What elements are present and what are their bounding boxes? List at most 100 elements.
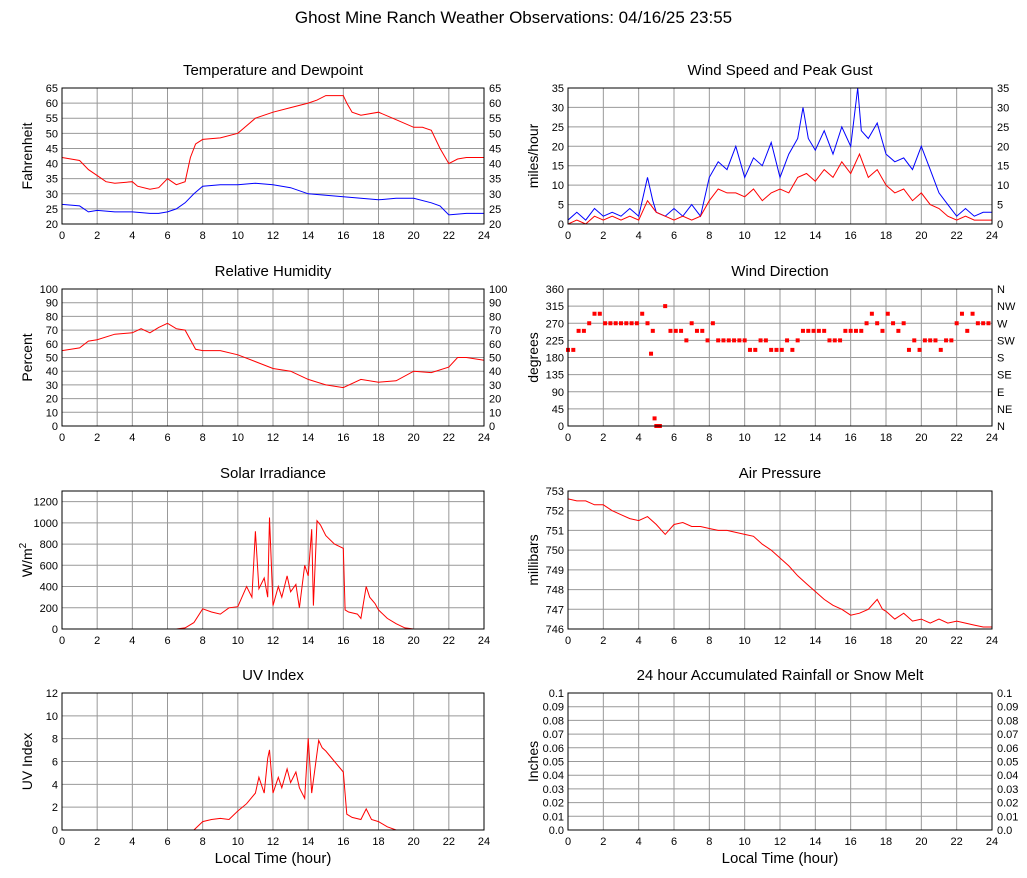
x-tick-label: 24 [478, 836, 490, 848]
y-tick-label: 0 [52, 825, 58, 837]
x-tick-label: 22 [951, 230, 963, 242]
scatter-point [742, 338, 747, 343]
scatter-point [785, 338, 790, 343]
chart-title: Solar Irradiance [220, 465, 326, 482]
x-tick-label: 4 [636, 432, 642, 444]
scatter-point [811, 328, 816, 333]
scatter-point [649, 351, 654, 356]
scatter-point [613, 321, 618, 326]
y-tick-label: 270 [546, 318, 564, 330]
y-tick-label-right: 30 [997, 102, 1009, 114]
x-tick-label: 20 [915, 432, 927, 444]
x-tick-label: 22 [951, 635, 963, 647]
y-tick-label-right: 70 [489, 325, 501, 337]
x-tick-label: 18 [372, 836, 384, 848]
x-tick-label: 2 [600, 432, 606, 444]
y-axis-label: millibars [525, 534, 541, 585]
y-tick-label-right: 40 [489, 159, 501, 171]
x-tick-label: 24 [986, 635, 998, 647]
y-tick-label-right: 30 [489, 380, 501, 392]
y-tick-label-right: 55 [489, 113, 501, 125]
y-tick-label: 1200 [34, 497, 58, 509]
scatter-point [684, 338, 689, 343]
y-tick-label: 40 [46, 366, 58, 378]
x-tick-label: 16 [845, 230, 857, 242]
scatter-point [650, 328, 655, 333]
y-tick-label-right: 90 [489, 298, 501, 310]
scatter-point [880, 328, 885, 333]
x-tick-label: 20 [408, 230, 420, 242]
scatter-point [700, 328, 705, 333]
scatter-point [629, 321, 634, 326]
y-tick-label: 0.06 [543, 743, 564, 755]
scatter-point [959, 311, 964, 316]
y-tick-label: 748 [546, 585, 564, 597]
x-tick-label: 24 [478, 635, 490, 647]
x-axis-label: Local Time (hour) [722, 850, 839, 867]
y-tick-label: 0.03 [543, 784, 564, 796]
y-tick-label: 750 [546, 545, 564, 557]
y-tick-label-right: SE [997, 370, 1012, 382]
chart-title: UV Index [242, 667, 304, 684]
x-tick-label: 8 [200, 432, 206, 444]
y-tick-label: 0.04 [543, 770, 564, 782]
scatter-point [975, 321, 980, 326]
plot-frame [61, 87, 485, 225]
y-tick-label-right: S [997, 353, 1004, 365]
scatter-point [864, 321, 869, 326]
scatter-point [737, 338, 742, 343]
x-tick-label: 8 [200, 635, 206, 647]
scatter-point [838, 338, 843, 343]
x-tick-label: 20 [408, 432, 420, 444]
x-tick-label: 0 [565, 836, 571, 848]
x-tick-label: 14 [809, 836, 821, 848]
scatter-point [753, 347, 758, 352]
x-tick-label: 22 [951, 432, 963, 444]
scatter-point [922, 338, 927, 343]
x-tick-label: 0 [59, 635, 65, 647]
scatter-point [597, 311, 602, 316]
scatter-point [800, 328, 805, 333]
x-tick-label: 16 [845, 635, 857, 647]
x-tick-label: 6 [671, 432, 677, 444]
x-tick-label: 12 [267, 836, 279, 848]
x-tick-label: 22 [443, 836, 455, 848]
x-tick-label: 18 [880, 432, 892, 444]
y-tick-label-right: N [997, 421, 1005, 433]
plot-frame [567, 87, 993, 225]
x-tick-label: 24 [986, 230, 998, 242]
y-tick-label: 1000 [34, 518, 58, 530]
y-tick-label-right: 80 [489, 311, 501, 323]
y-tick-label-right: 0 [997, 219, 1003, 231]
y-tick-label: 180 [546, 353, 564, 365]
y-tick-label-right: 15 [997, 161, 1009, 173]
y-tick-label-right: NW [997, 301, 1016, 313]
x-tick-label: 8 [706, 635, 712, 647]
y-tick-label: 600 [40, 560, 58, 572]
scatter-point [663, 304, 668, 309]
y-tick-label: 0.0 [549, 825, 564, 837]
y-tick-label: 60 [46, 98, 58, 110]
y-tick-label: 0.02 [543, 798, 564, 810]
plot-frame [61, 490, 485, 630]
x-tick-label: 8 [200, 836, 206, 848]
x-tick-label: 20 [408, 836, 420, 848]
y-tick-label-right: 0.06 [997, 743, 1018, 755]
x-tick-label: 24 [478, 230, 490, 242]
y-tick-label: 25 [552, 122, 564, 134]
scatter-point [790, 347, 795, 352]
x-tick-label: 8 [200, 230, 206, 242]
chart-solar: 0 2 4 6 8 10 12 14 16 18 20 22 240200400600800100012… [18, 465, 490, 647]
y-tick-label: 30 [46, 189, 58, 201]
scatter-point [645, 321, 650, 326]
x-tick-label: 14 [302, 432, 314, 444]
y-tick-label: 752 [546, 506, 564, 518]
scatter-point [869, 311, 874, 316]
x-tick-label: 0 [59, 836, 65, 848]
y-tick-label: 35 [46, 174, 58, 186]
plot-frame [567, 490, 993, 630]
y-tick-label-right: 25 [489, 204, 501, 216]
x-tick-label: 0 [59, 432, 65, 444]
scatter-point [608, 321, 613, 326]
